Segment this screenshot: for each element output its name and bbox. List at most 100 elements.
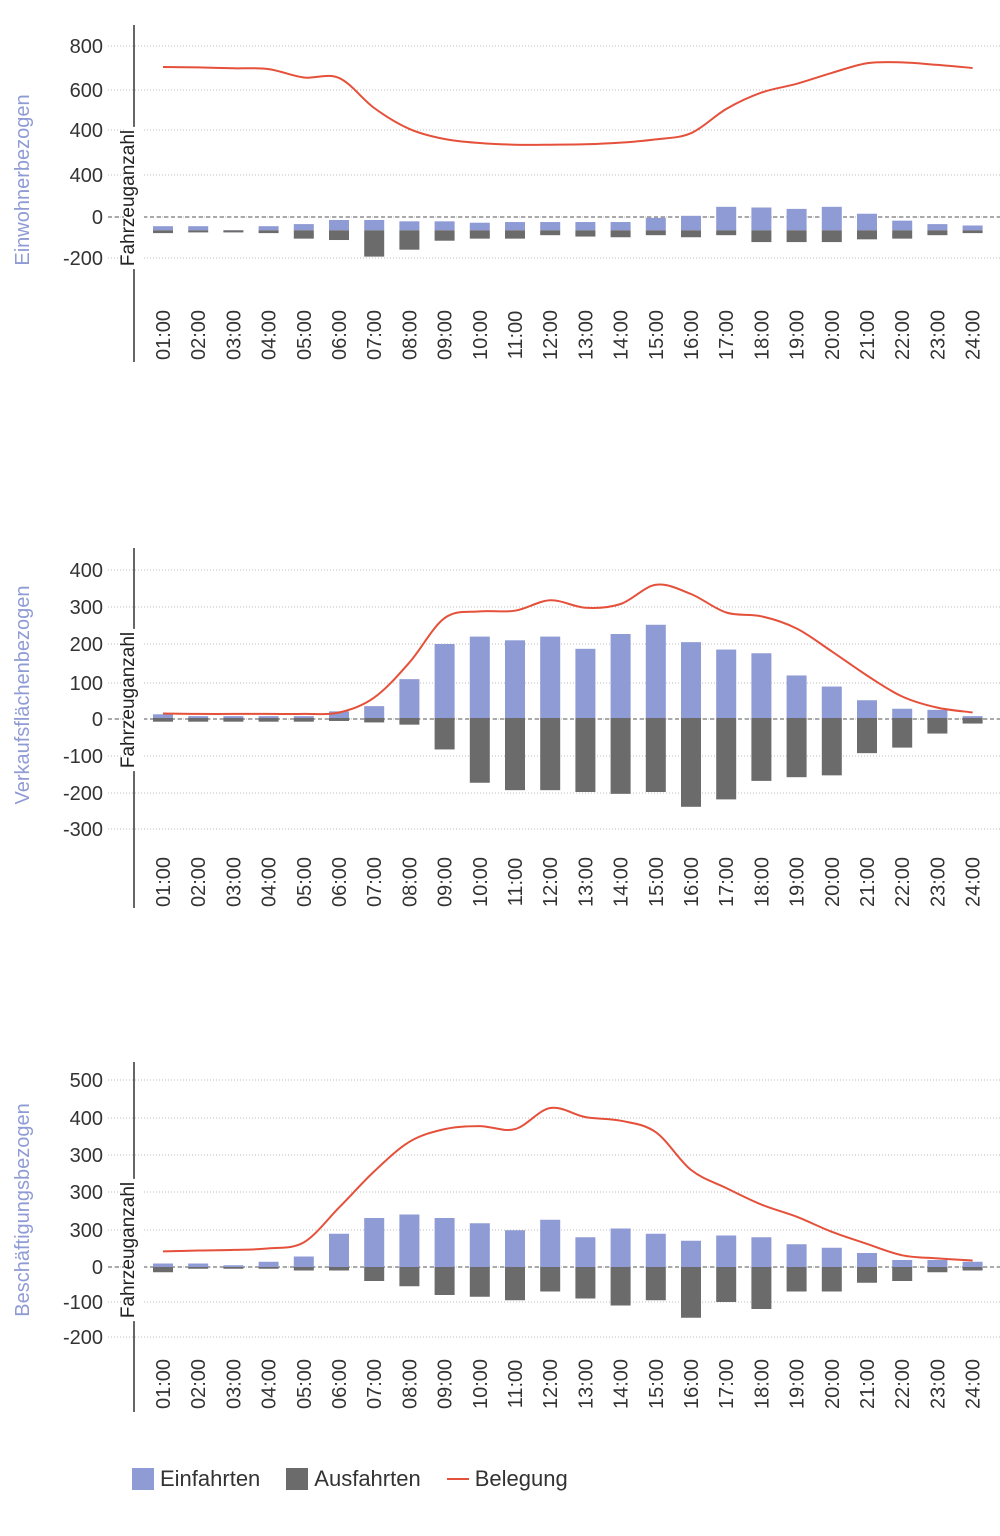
x-tick-label: 17:00 [716, 310, 738, 360]
bar-einfahrten [821, 1247, 842, 1267]
bar-ausfahrten [188, 230, 209, 233]
x-tick-label: 01:00 [153, 1359, 175, 1409]
y-axis-title-bg [124, 1178, 144, 1322]
y-tick-label: -200 [63, 248, 103, 270]
x-tick-label: 13:00 [575, 1359, 597, 1409]
bar-ausfahrten [645, 718, 666, 792]
bar-einfahrten [927, 709, 948, 718]
bar-ausfahrten [399, 230, 420, 250]
bar-einfahrten [716, 1235, 737, 1267]
bar-ausfahrten [716, 718, 737, 800]
bar-einfahrten [610, 1228, 631, 1267]
y-tick-label: 300 [70, 597, 103, 619]
bar-ausfahrten [434, 230, 455, 241]
bar-einfahrten [751, 207, 772, 231]
y-axis-title: Fahrzeuganzahl [118, 1182, 139, 1318]
chart-einwohnerbezogen: 800 600 400 400 0 -200 Fahrzeuganzahl Einwohner… [12, 25, 1000, 362]
bar-einfahrten [469, 1223, 490, 1267]
bar-ausfahrten [645, 230, 666, 236]
x-tick-label: 01:00 [153, 857, 175, 907]
bar-ausfahrten [927, 1267, 948, 1273]
y-tick-label: 0 [92, 207, 103, 229]
x-tick-label: 03:00 [223, 310, 245, 360]
bar-ausfahrten [786, 230, 807, 243]
bar-ausfahrten [258, 718, 279, 722]
bar-einfahrten [575, 1237, 596, 1267]
y-tick-label: 200 [70, 634, 103, 656]
bar-einfahrten [188, 1263, 209, 1267]
x-tick-label: 09:00 [435, 310, 457, 360]
bar-ausfahrten [892, 230, 913, 239]
bar-ausfahrten [399, 1267, 420, 1287]
legend-label-ausfahrten: Ausfahrten [314, 1466, 421, 1491]
x-tick-label: 15:00 [646, 310, 668, 360]
legend-item-belegung: Belegung [446, 1466, 568, 1492]
x-tick-label: 13:00 [575, 310, 597, 360]
x-tick-label: 13:00 [575, 857, 597, 907]
bar-ausfahrten [258, 1267, 279, 1269]
bar-einfahrten [364, 219, 385, 231]
x-tick-label: 11:00 [505, 311, 527, 360]
x-tick-label: 19:00 [787, 1359, 809, 1409]
bar-ausfahrten [293, 718, 314, 722]
bar-einfahrten [434, 221, 455, 231]
bar-ausfahrten [681, 230, 701, 238]
x-tick-label: 19:00 [787, 857, 809, 907]
x-tick-label: 21:00 [857, 857, 879, 907]
bar-einfahrten [223, 716, 244, 718]
bar-ausfahrten [716, 1267, 737, 1302]
x-tick-label: 12:00 [540, 1359, 562, 1409]
bar-einfahrten [575, 648, 596, 718]
bar-einfahrten [821, 206, 842, 231]
bar-ausfahrten [751, 1267, 772, 1309]
bar-einfahrten [153, 226, 173, 231]
x-tick-label: 23:00 [927, 1359, 949, 1409]
bar-einfahrten [505, 640, 525, 718]
bar-einfahrten [716, 649, 737, 718]
x-tick-label: 08:00 [399, 310, 421, 360]
bar-ausfahrten [153, 1267, 173, 1273]
bar-ausfahrten [821, 1267, 842, 1292]
bar-einfahrten [188, 716, 209, 718]
bar-ausfahrten [540, 718, 561, 791]
bar-ausfahrten [927, 718, 948, 734]
bar-einfahrten [927, 224, 948, 231]
x-tick-label: 22:00 [892, 857, 914, 907]
x-tick-label: 15:00 [646, 857, 668, 907]
y-tick-label: 600 [70, 80, 103, 102]
bar-ausfahrten [258, 230, 279, 234]
bar-ausfahrten [434, 718, 455, 750]
bar-einfahrten [857, 700, 877, 718]
x-tick-label: 03:00 [223, 857, 245, 907]
bar-ausfahrten [962, 230, 983, 234]
bar-ausfahrten [469, 230, 490, 239]
x-tick-label: 14:00 [611, 1359, 633, 1409]
x-tick-label: 19:00 [787, 310, 809, 360]
y-tick-label: 400 [70, 120, 103, 142]
y-tick-label: 400 [70, 165, 103, 187]
x-tick-label: 06:00 [329, 857, 351, 907]
y-axis-title-bg [124, 126, 144, 270]
bar-ausfahrten [399, 718, 420, 725]
line-belegung [162, 583, 973, 716]
y-tick-label: 500 [70, 1070, 103, 1092]
x-tick-label: 04:00 [259, 310, 281, 360]
y-tick-label: 800 [70, 36, 103, 58]
x-tick-label: 06:00 [329, 310, 351, 360]
x-tick-label: 15:00 [646, 1359, 668, 1409]
bar-einfahrten [751, 653, 772, 718]
bar-einfahrten [364, 706, 385, 718]
line-belegung [162, 61, 973, 146]
x-tick-label: 14:00 [611, 857, 633, 907]
bar-einfahrten [329, 711, 349, 718]
x-tick-label: 18:00 [751, 310, 773, 360]
x-tick-label: 02:00 [188, 857, 210, 907]
x-tick-label: 22:00 [892, 1359, 914, 1409]
bar-ausfahrten [857, 230, 877, 240]
x-tick-label: 11:00 [505, 1360, 527, 1409]
x-tick-label: 09:00 [435, 857, 457, 907]
bar-einfahrten [469, 636, 490, 718]
bar-einfahrten [857, 1253, 877, 1267]
bar-einfahrten [681, 1240, 701, 1267]
bar-einfahrten [540, 636, 561, 718]
